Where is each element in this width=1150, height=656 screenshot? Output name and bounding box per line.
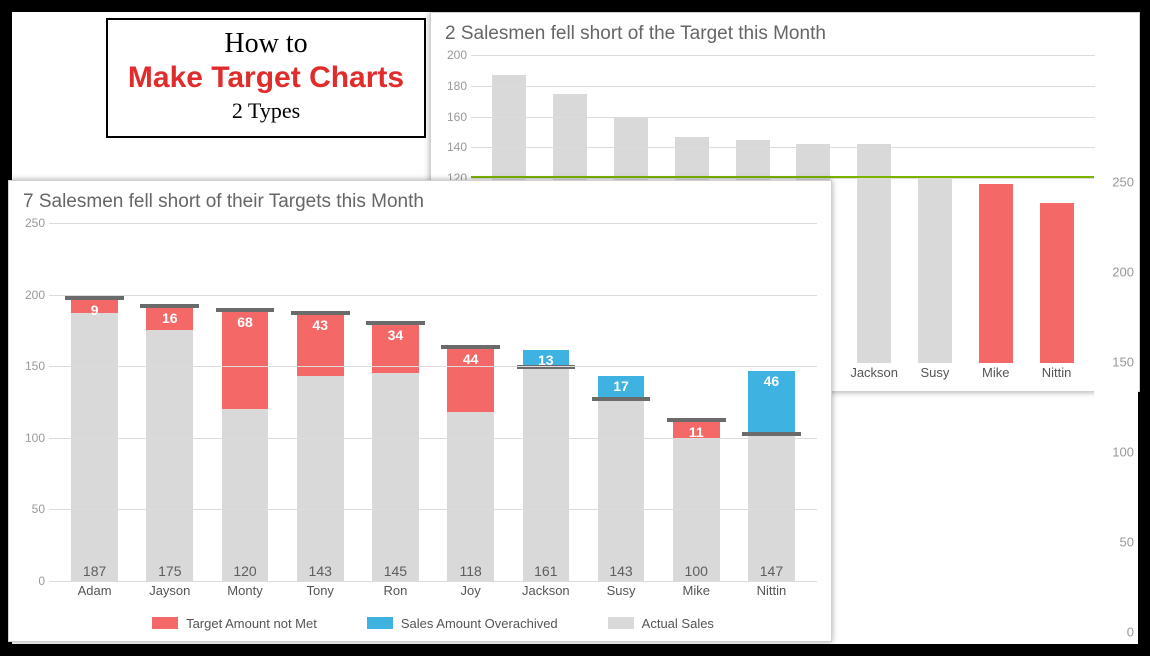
chart-individual-targets: 7 Salesmen fell short of their Targets t… <box>8 180 832 642</box>
bar-b-nittin <box>1026 55 1087 363</box>
chart-a-legend: Target Amount not Met Sales Amount Overa… <box>49 611 817 635</box>
chart-a-title: 7 Salesmen fell short of their Targets t… <box>9 181 831 217</box>
title-how: How to <box>122 30 410 58</box>
bar-jayson: 16 <box>132 223 207 581</box>
bar-susy: 17 <box>583 223 658 581</box>
bar-ron: 34 <box>358 223 433 581</box>
bar-adam: 9 <box>57 223 132 581</box>
title-card: How to Make Target Charts 2 Types <box>106 18 426 138</box>
canvas: 2 Salesmen fell short of the Target this… <box>12 12 1138 644</box>
bar-jackson: 13 <box>508 223 583 581</box>
bar-monty: 68 <box>207 223 282 581</box>
bar-tony: 43 <box>283 223 358 581</box>
legend-actual-label: Actual Sales <box>642 616 714 631</box>
chart-a-plot: 9166843344413171146 18717512014314511816… <box>49 223 817 581</box>
bar-joy: 44 <box>433 223 508 581</box>
legend-not-met-label: Target Amount not Met <box>186 616 317 631</box>
legend-not-met: Target Amount not Met <box>152 616 317 631</box>
title-sub: 2 Types <box>122 98 410 124</box>
chart-b-title: 2 Salesmen fell short of the Target this… <box>431 13 1139 49</box>
chart-a-yaxis: 050100150200250 <box>9 223 49 581</box>
chart-a-xlabels: AdamJaysonMontyTonyRonJoyJacksonSusyMike… <box>49 583 817 605</box>
title-main: Make Target Charts <box>122 60 410 96</box>
bar-b-susy <box>905 55 966 363</box>
legend-actual: Actual Sales <box>608 616 714 631</box>
legend-over-label: Sales Amount Overachived <box>401 616 558 631</box>
bar-mike: 11 <box>659 223 734 581</box>
legend-over: Sales Amount Overachived <box>367 616 558 631</box>
bar-b-jackson <box>844 55 905 363</box>
bar-b-mike <box>965 55 1026 363</box>
bar-nittin: 46 <box>734 223 809 581</box>
stray-axis-fragment: 050100150200250 <box>1094 162 1138 642</box>
